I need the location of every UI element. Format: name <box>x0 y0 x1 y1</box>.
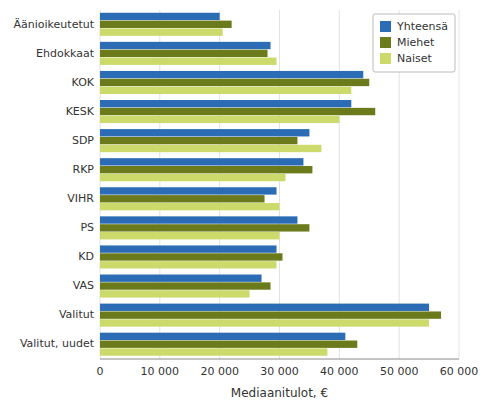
bar <box>100 116 339 123</box>
chart-container: 0 10 000 20 000 30 000 40 000 50 000 60 000 Ään… <box>0 0 483 409</box>
bar <box>100 253 282 260</box>
bar <box>100 341 357 348</box>
bar <box>100 245 277 252</box>
legend-swatch <box>380 53 391 64</box>
legend-label: Yhteensä <box>396 20 448 33</box>
legend-box <box>373 14 455 72</box>
bar <box>100 174 285 181</box>
y-tick-label: Valitut <box>59 308 95 321</box>
y-tick-label: PS <box>80 221 94 234</box>
bar <box>100 100 351 107</box>
y-tick-label: Ehdokkaat <box>36 47 95 60</box>
bar <box>100 216 297 223</box>
bar <box>100 71 363 78</box>
y-tick-label: VAS <box>73 279 94 292</box>
y-tick-label: KD <box>78 250 94 263</box>
x-axis-title: Mediaanitulot, € <box>231 386 328 400</box>
bar <box>100 311 441 318</box>
x-tick-label: 30 000 <box>260 365 299 378</box>
bar <box>100 42 271 49</box>
y-tick-label: Valitut, uudet <box>20 337 95 350</box>
bar <box>100 224 309 231</box>
x-axis-line <box>100 359 459 360</box>
x-tick-label: 50 000 <box>380 365 419 378</box>
y-tick-label: VIHR <box>67 192 94 205</box>
x-tick-label: 40 000 <box>320 365 359 378</box>
bar <box>100 275 262 282</box>
y-tick-label: Äänioikeutetut <box>14 18 95 31</box>
bar <box>100 304 429 311</box>
y-tick-label: KESK <box>66 105 95 118</box>
x-tick-label: 60 000 <box>440 365 479 378</box>
y-tick-label: KOK <box>72 76 95 89</box>
bar <box>100 232 280 239</box>
x-tick-label: 20 000 <box>200 365 239 378</box>
bar <box>100 129 309 136</box>
bar <box>100 261 277 268</box>
bar <box>100 203 280 210</box>
grid-line <box>459 10 460 359</box>
bar <box>100 319 429 326</box>
bar <box>100 195 265 202</box>
bar <box>100 282 271 289</box>
y-tick-label: RKP <box>73 163 95 176</box>
legend: Yhteensä Miehet Naiset <box>373 14 455 72</box>
x-tick-label: 10 000 <box>141 365 180 378</box>
legend-label: Naiset <box>397 52 433 65</box>
bar <box>100 50 268 57</box>
legend-swatch <box>380 37 391 48</box>
bar <box>100 158 303 165</box>
y-tick-label: SDP <box>72 134 94 147</box>
bar <box>100 58 277 65</box>
bar <box>100 28 223 35</box>
y-axis: Äänioikeutetut Ehdokkaat KOK KESK SDP RKP VIHR… <box>14 18 95 351</box>
legend-label: Miehet <box>397 36 435 49</box>
bar <box>100 13 220 20</box>
x-tick-label: 0 <box>97 365 104 378</box>
chart-svg: 0 10 000 20 000 30 000 40 000 50 000 60 000 Ään… <box>0 0 483 409</box>
legend-swatch <box>380 21 391 32</box>
bar <box>100 290 250 297</box>
bar <box>100 166 312 173</box>
bar <box>100 21 232 28</box>
bar <box>100 137 297 144</box>
bar <box>100 333 345 340</box>
bar <box>100 348 327 355</box>
bar <box>100 145 321 152</box>
bar <box>100 187 277 194</box>
bar <box>100 79 369 86</box>
bar <box>100 108 375 115</box>
x-axis: 0 10 000 20 000 30 000 40 000 50 000 60 000 <box>97 359 479 378</box>
bar <box>100 87 351 94</box>
grid <box>100 10 459 359</box>
